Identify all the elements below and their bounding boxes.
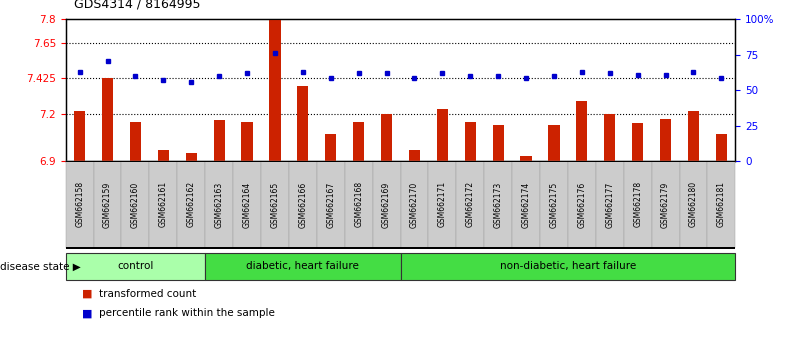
Text: GSM662181: GSM662181 (717, 182, 726, 227)
Text: GSM662173: GSM662173 (493, 181, 503, 228)
Bar (604, 114, 615, 161)
Bar (521, 156, 532, 161)
Text: transformed count: transformed count (99, 289, 196, 299)
Bar (214, 120, 225, 161)
Bar (409, 150, 420, 161)
Bar (353, 122, 364, 161)
Bar (465, 122, 476, 161)
Bar (269, 19, 280, 161)
Bar (158, 150, 169, 161)
Text: ■: ■ (82, 308, 92, 318)
Bar (381, 114, 392, 161)
Text: disease state ▶: disease state ▶ (0, 261, 81, 272)
Text: GSM662179: GSM662179 (661, 181, 670, 228)
Bar (549, 125, 560, 161)
Text: GSM662180: GSM662180 (689, 181, 698, 228)
Text: GSM662167: GSM662167 (326, 181, 336, 228)
Text: percentile rank within the sample: percentile rank within the sample (99, 308, 276, 318)
Bar (632, 123, 643, 161)
Text: GSM662171: GSM662171 (438, 181, 447, 228)
Text: GSM662176: GSM662176 (578, 181, 586, 228)
Text: GSM662168: GSM662168 (354, 181, 363, 228)
Bar (297, 86, 308, 161)
Bar (437, 109, 448, 161)
Text: GSM662177: GSM662177 (606, 181, 614, 228)
Bar (660, 119, 671, 161)
Text: GSM662178: GSM662178 (633, 181, 642, 228)
Text: GSM662162: GSM662162 (187, 181, 195, 228)
Bar (688, 111, 699, 161)
Bar (576, 101, 587, 161)
Text: GSM662172: GSM662172 (465, 181, 475, 228)
Text: GSM662174: GSM662174 (521, 181, 530, 228)
Text: GSM662169: GSM662169 (382, 181, 391, 228)
Bar (493, 125, 504, 161)
Text: GSM662163: GSM662163 (215, 181, 223, 228)
Text: non-diabetic, heart failure: non-diabetic, heart failure (500, 261, 636, 272)
Text: GSM662170: GSM662170 (410, 181, 419, 228)
Bar (102, 78, 113, 161)
Text: GSM662161: GSM662161 (159, 181, 168, 228)
Bar (186, 153, 197, 161)
Bar (716, 134, 727, 161)
Bar (325, 134, 336, 161)
Text: GSM662158: GSM662158 (75, 181, 84, 228)
Text: diabetic, heart failure: diabetic, heart failure (247, 261, 360, 272)
Text: ■: ■ (82, 289, 92, 299)
Bar (74, 111, 85, 161)
Bar (130, 122, 141, 161)
Bar (241, 122, 252, 161)
Text: GSM662175: GSM662175 (549, 181, 558, 228)
Text: GSM662159: GSM662159 (103, 181, 112, 228)
Text: GDS4314 / 8164995: GDS4314 / 8164995 (74, 0, 200, 11)
Text: GSM662164: GSM662164 (243, 181, 252, 228)
Text: GSM662165: GSM662165 (271, 181, 280, 228)
Text: GSM662166: GSM662166 (298, 181, 308, 228)
Text: GSM662160: GSM662160 (131, 181, 140, 228)
Text: control: control (117, 261, 154, 272)
